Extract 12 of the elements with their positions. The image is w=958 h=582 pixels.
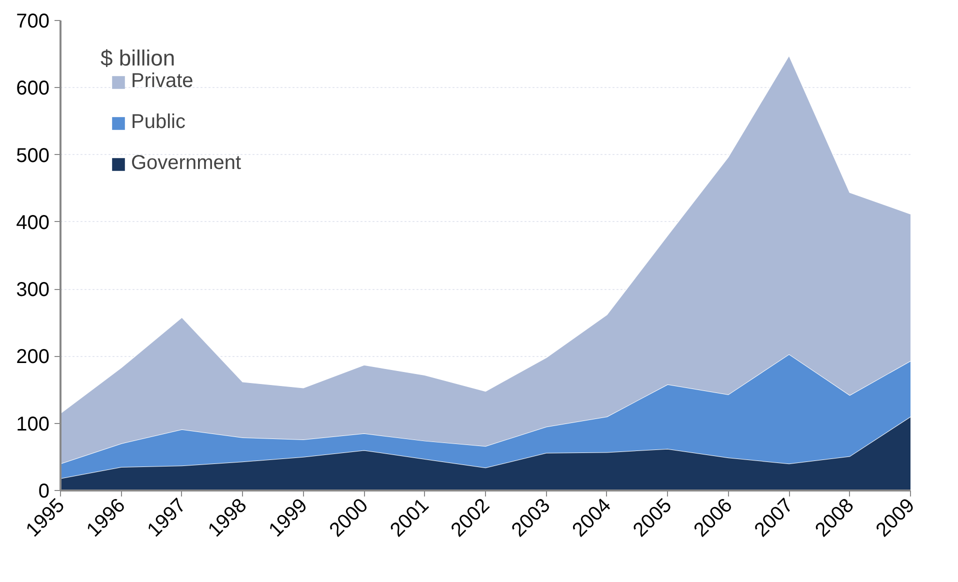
y-tick-label: 600 [16,78,50,100]
y-tick-label: 400 [16,212,50,234]
legend-label: Private [131,70,194,93]
legend-label: Public [131,111,186,134]
legend-label: Government [131,152,242,175]
y-tick-label: 200 [16,346,50,368]
y-tick-label: 700 [16,10,50,32]
y-tick-label: 0 [38,480,50,502]
y-tick-label: 500 [16,144,50,167]
y-tick-label: 100 [16,413,50,436]
annotation: $ billion [100,46,176,70]
y-tick-label: 300 [16,279,50,302]
